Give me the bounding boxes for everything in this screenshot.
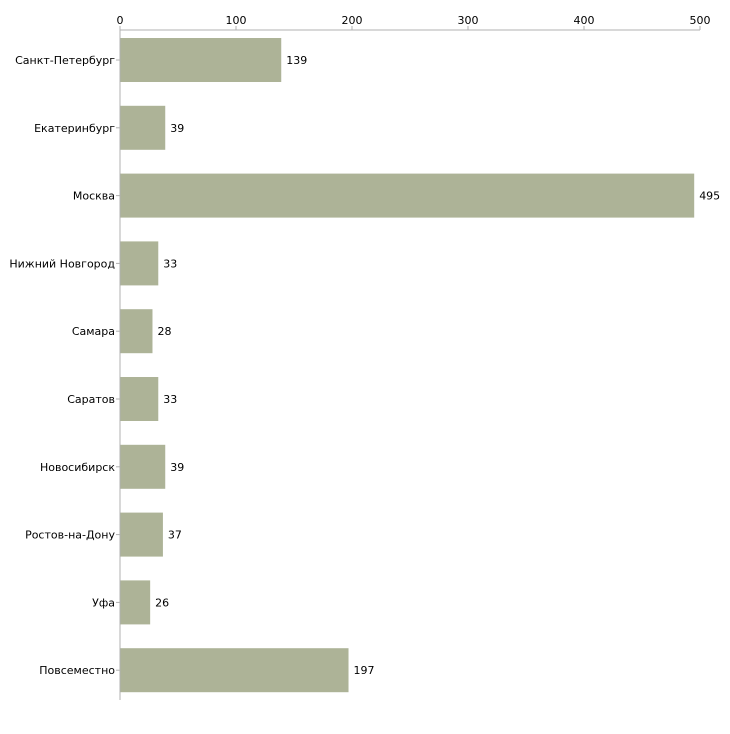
bar bbox=[120, 241, 159, 286]
category-label: Санкт-Петербург bbox=[15, 54, 115, 67]
bars-layer bbox=[120, 38, 695, 693]
data-label: 39 bbox=[170, 122, 184, 135]
data-label: 33 bbox=[163, 257, 177, 270]
bar bbox=[120, 105, 166, 150]
x-tick-label: 300 bbox=[458, 14, 479, 27]
bar bbox=[120, 377, 159, 421]
category-label: Уфа bbox=[92, 596, 115, 609]
x-tick-label: 0 bbox=[117, 14, 124, 27]
category-label: Екатеринбург bbox=[34, 122, 115, 135]
data-label: 197 bbox=[354, 664, 375, 677]
category-label: Москва bbox=[73, 190, 115, 203]
bar bbox=[120, 309, 153, 354]
bar bbox=[120, 173, 695, 218]
data-label: 28 bbox=[157, 325, 171, 338]
x-tick-label: 400 bbox=[574, 14, 595, 27]
bar bbox=[120, 580, 151, 625]
data-label: 33 bbox=[163, 393, 177, 406]
category-label: Саратов bbox=[67, 393, 115, 406]
bar bbox=[120, 512, 163, 557]
bar bbox=[120, 38, 282, 82]
data-label: 26 bbox=[155, 596, 169, 609]
data-label: 139 bbox=[286, 54, 307, 67]
data-label: 39 bbox=[170, 461, 184, 474]
category-label: Нижний Новгород bbox=[9, 257, 115, 270]
data-label: 37 bbox=[168, 529, 182, 542]
bar bbox=[120, 648, 349, 693]
category-label: Самара bbox=[72, 325, 115, 338]
labels-layer: Санкт-Петербург 139 Екатеринбург 39 Москва 49… bbox=[9, 54, 720, 677]
data-label: 495 bbox=[699, 190, 720, 203]
axis-layer: 0 100 200 300 400 500 bbox=[116, 14, 711, 700]
category-label: Повсеместно bbox=[39, 664, 115, 677]
category-label: Новосибирск bbox=[40, 461, 115, 474]
x-tick-label: 200 bbox=[342, 14, 363, 27]
category-label: Ростов-на-Дону bbox=[25, 529, 115, 542]
bar bbox=[120, 444, 166, 489]
x-tick-label: 100 bbox=[226, 14, 247, 27]
x-tick-label: 500 bbox=[690, 14, 711, 27]
